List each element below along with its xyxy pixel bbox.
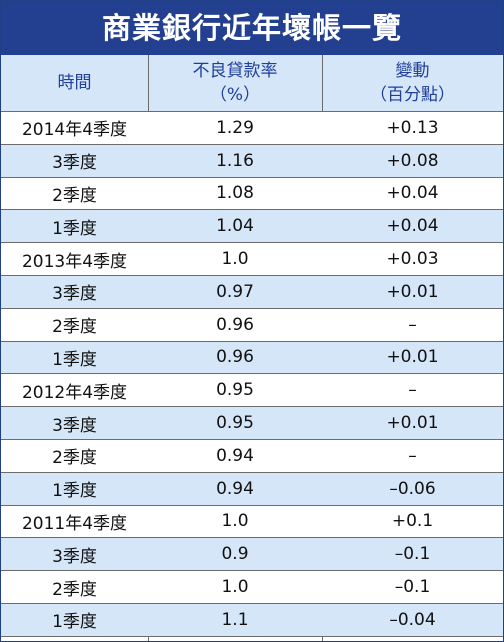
- cell-period: 3季度: [52, 284, 97, 305]
- cell-period: 2季度: [52, 579, 97, 600]
- cell-rate: 0.94: [216, 445, 254, 466]
- cell-period: 2季度: [52, 448, 97, 469]
- cell-period: 2013年4季度: [21, 251, 128, 272]
- cell-period: 1季度: [52, 218, 97, 239]
- table-body: 2014年4季度 1.29 +0.13 3季度 1.16 +0.08 2季度 1.08 +0.0…: [1, 112, 503, 637]
- cell-change: +0.04: [386, 216, 439, 237]
- table-row: 3季度 0.95 +0.01: [1, 407, 503, 440]
- header-period-label: 時間: [57, 73, 92, 93]
- cell-change: –0.06: [389, 478, 436, 499]
- cell-change: –: [408, 314, 417, 335]
- table-row: 2013年4季度 1.0 +0.03: [1, 243, 503, 276]
- cell-rate: 1.08: [216, 183, 254, 204]
- cell-change: +0.04: [386, 183, 439, 204]
- cell-change: –: [408, 380, 417, 401]
- cell-period: 1季度: [52, 349, 97, 370]
- cell-change: +0.08: [386, 150, 439, 171]
- cell-rate: 0.9: [221, 544, 249, 565]
- table-row: 1季度 0.96 +0.01: [1, 341, 503, 375]
- cell-rate: 1.0: [221, 577, 249, 598]
- header-period: 時間: [1, 55, 148, 111]
- table-title: 商業銀行近年壞帳一覽: [1, 1, 503, 55]
- cell-period: 2011年4季度: [21, 513, 128, 534]
- cell-change: +0.01: [386, 347, 439, 368]
- cell-rate: 0.95: [216, 380, 254, 401]
- table-row: 2014年4季度 1.29 +0.13: [1, 112, 503, 145]
- cell-rate: 0.96: [216, 347, 254, 368]
- cell-period: 1季度: [52, 481, 97, 502]
- cell-rate: 1.0: [221, 249, 249, 270]
- table-row: 2季度 1.0 –0.1: [1, 571, 503, 604]
- table-row: 1季度 1.04 +0.04: [1, 210, 503, 244]
- cell-rate: 0.97: [216, 281, 254, 302]
- cell-rate: 1.16: [216, 150, 254, 171]
- cell-rate: 1.0: [221, 511, 249, 532]
- table-row: 2季度 0.94 –: [1, 439, 503, 473]
- cell-change: +0.03: [386, 249, 439, 270]
- cell-period: 2012年4季度: [21, 382, 128, 403]
- header-change: 變動 （百分點）: [322, 55, 503, 111]
- header-rate-label: 不良貸款率: [192, 61, 278, 81]
- table-row: 3季度 1.16 +0.08: [1, 144, 503, 178]
- header-rate: 不良貸款率 （%）: [148, 55, 322, 111]
- header-change-label: 變動: [395, 61, 430, 81]
- cell-change: –0.1: [394, 577, 431, 598]
- table-row: 2季度 0.96 –: [1, 308, 503, 342]
- header-rate-unit: （%）: [209, 85, 261, 105]
- cell-period: 2季度: [52, 185, 97, 206]
- cell-change: +0.13: [386, 117, 439, 138]
- cell-rate: 0.95: [216, 413, 254, 434]
- cell-rate: 1.1: [221, 609, 249, 630]
- table-header: 時間 不良貸款率 （%） 變動 （百分點）: [1, 55, 503, 112]
- header-change-unit: （百分點）: [370, 85, 455, 105]
- cell-rate: 1.04: [216, 216, 254, 237]
- table-row: 2012年4季度 0.95 –: [1, 374, 503, 408]
- cell-period: 3季度: [52, 153, 97, 174]
- cell-rate: 0.94: [216, 478, 254, 499]
- cell-period: 2014年4季度: [21, 120, 128, 141]
- table-row: 2011年4季度 1.0 +0.1: [1, 505, 503, 539]
- cell-change: +0.1: [391, 511, 434, 532]
- cell-change: –0.04: [389, 609, 436, 630]
- cell-period: 3季度: [52, 546, 97, 567]
- table-row: 1季度 0.94 –0.06: [1, 472, 503, 506]
- table-row: 3季度 0.97 +0.01: [1, 275, 503, 309]
- cell-period: 2季度: [52, 317, 97, 338]
- cell-change: +0.01: [386, 413, 439, 434]
- table-row: 2季度 1.08 +0.04: [1, 177, 503, 211]
- table-row: 1季度 1.1 –0.04: [1, 603, 503, 637]
- cell-change: +0.01: [386, 281, 439, 302]
- cell-rate: 1.29: [216, 117, 254, 138]
- table-row: 3季度 0.9 –0.1: [1, 538, 503, 572]
- cell-change: –0.1: [394, 544, 431, 565]
- cell-period: 3季度: [52, 415, 97, 436]
- cell-rate: 0.96: [216, 314, 254, 335]
- cell-change: –: [408, 445, 417, 466]
- cell-period: 1季度: [52, 612, 97, 633]
